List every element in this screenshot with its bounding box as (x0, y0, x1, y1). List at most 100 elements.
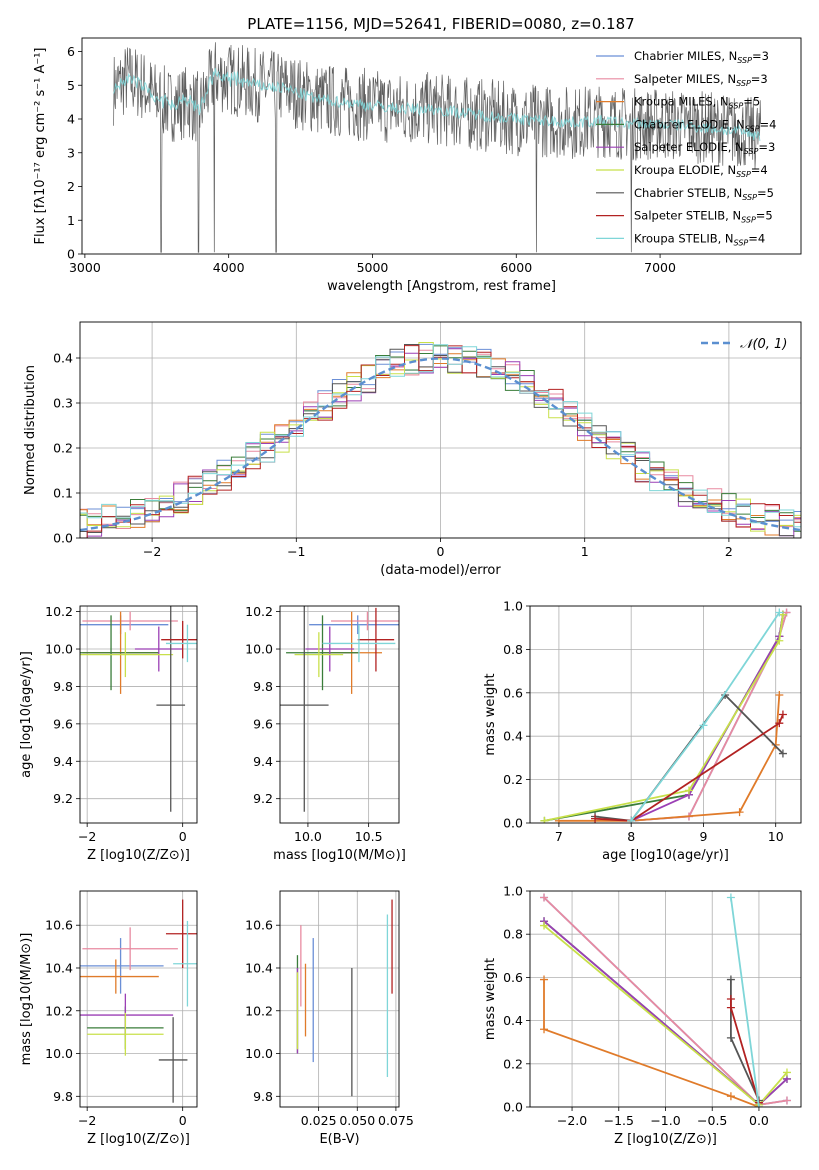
age-vs-z-ytick-label: 10.0 (45, 642, 73, 657)
spectrum-xtick-label: 5000 (357, 260, 389, 275)
weight-vs-z-series-8 (730, 897, 760, 1107)
spectrum-ytick-label: 6 (67, 44, 75, 59)
mass-vs-z-xtick-label: −2 (78, 1113, 96, 1128)
legend-nssp-sub: SSP (744, 147, 759, 156)
mass-vs-ebv-xtick-label: 0.025 (301, 1113, 337, 1128)
spectrum-xlabel: wavelength [Angstrom, rest frame] (327, 279, 556, 294)
mass-vs-ebv-ytick-label: 10.4 (245, 960, 273, 975)
weight-vs-age-marker-2-4 (775, 690, 784, 699)
weight-vs-age-marker-8-2 (775, 608, 784, 617)
spectrum-xtick-label: 7000 (644, 260, 676, 275)
weight-vs-z-series-7 (730, 999, 760, 1103)
spectrum-frame (81, 37, 802, 255)
legend-nssp-value: =4 (760, 117, 777, 131)
weight-vs-z-marker-8-1 (754, 1103, 763, 1107)
residuals-xtick-label: 0 (437, 544, 445, 559)
mass-vs-z-ytick-label: 9.8 (53, 1089, 73, 1104)
legend-entry-7: Salpeter STELIB, NSSP=5 (634, 209, 773, 225)
age-vs-z-ytick-label: 9.6 (53, 716, 73, 731)
weight-vs-age-marker-5-1 (684, 786, 693, 795)
legend-nssp-value: =4 (748, 231, 765, 245)
mass-vs-z-ylabel: mass [log10(M/M⊙)] (19, 933, 34, 1066)
weight-vs-z-marker-6-1 (726, 1033, 735, 1042)
weight-vs-z-series-2 (543, 979, 760, 1107)
age-vs-mass-ytick-label: 9.8 (253, 679, 273, 694)
residuals-frame (79, 321, 802, 539)
weight-vs-age-series-2 (558, 694, 781, 822)
mass-vs-z-xtick-label: 0 (179, 1113, 187, 1128)
weight-vs-z-marker-6-0 (726, 975, 735, 984)
residuals-ytick-label: 0.4 (53, 351, 73, 366)
weight-vs-age-xlabel: age [log10(age/yr)] (602, 848, 729, 863)
legend-nssp-sub: SSP (737, 56, 752, 65)
residuals-xtick-label: 2 (725, 544, 733, 559)
mass-vs-z-ytick-label: 10.2 (45, 1003, 73, 1018)
weight-vs-z-marker-2-2 (726, 1092, 735, 1101)
weight-vs-age-axes: 7 8 9 10 0.0 0.2 0.4 0.6 0.8 1.0 age [log10(age/yr… (483, 599, 802, 863)
residuals-gaussian-curve (80, 357, 801, 532)
weight-vs-age-series-5 (544, 614, 784, 822)
age-vs-z-frame (79, 605, 198, 824)
weight-vs-z-frame (529, 890, 802, 1108)
weight-vs-age-ytick-label: 0.8 (503, 642, 523, 657)
weight-vs-age-marker-7-2 (775, 719, 784, 728)
legend-model-name: Salpeter ELODIE, N (634, 140, 744, 154)
weight-vs-age-ytick-label: 1.0 (503, 599, 523, 614)
spectrum-ytick-label: 2 (67, 179, 75, 194)
weight-vs-age-marker-5-2 (775, 636, 784, 645)
weight-vs-z-ylabel: mass weight (483, 958, 498, 1040)
residuals-plot-area (80, 322, 801, 538)
age-vs-mass-xtick-label: 10.0 (294, 829, 322, 844)
age-vs-z-plot-area (80, 606, 197, 823)
mass-vs-ebv-xtick-label: 0.050 (339, 1113, 375, 1128)
weight-vs-age-marker-8-1 (699, 721, 708, 730)
age-vs-mass-xlabel: mass [log10(M/M⊙)] (273, 848, 406, 863)
legend-model-name: Salpeter STELIB, N (634, 209, 741, 223)
residuals-ytick-label: 0.0 (53, 531, 73, 546)
mass-vs-ebv-axes: 0.025 0.050 0.075 9.8 10.0 10.2 10.4 10.6 E(B-V) (245, 890, 414, 1147)
legend-entry-4: Salpeter ELODIE, NSSP=3 (634, 140, 775, 156)
legend-entry-8: Kroupa STELIB, NSSP=4 (634, 231, 765, 247)
age-vs-mass-ytick-label: 10.0 (245, 642, 273, 657)
legend-nssp-sub: SSP (736, 79, 751, 88)
legend-nssp-value: =5 (757, 186, 774, 200)
weight-vs-z-xtick-label: −1.5 (604, 1113, 634, 1128)
legend-model-name: Chabrier MILES, N (634, 49, 737, 63)
age-vs-z-ytick-label: 10.2 (45, 604, 73, 619)
age-vs-mass-plot-area (280, 606, 399, 823)
weight-vs-z-plot-area (530, 891, 801, 1107)
weight-vs-z-marker-2-1 (540, 1025, 549, 1034)
residuals-xtick-label: −2 (143, 544, 161, 559)
figure-title: PLATE=1156, MJD=52641, FIBERID=0080, z=0… (247, 15, 634, 33)
legend-entry-5: Kroupa ELODIE, NSSP=4 (634, 163, 768, 179)
weight-vs-z-xtick-label: −2.0 (557, 1113, 587, 1128)
age-vs-mass-frame (279, 605, 400, 824)
mass-vs-ebv-frame (279, 890, 400, 1108)
weight-vs-z-marker-8-0 (726, 893, 735, 902)
weight-vs-age-plot-area (530, 606, 801, 823)
spectrum-ytick-label: 1 (67, 213, 75, 228)
mass-vs-ebv-xlabel: E(B-V) (319, 1132, 359, 1147)
legend-model-name: Chabrier ELODIE, N (634, 117, 745, 131)
residuals-hist-3 (80, 345, 801, 532)
age-vs-z-ytick-label: 9.8 (53, 679, 73, 694)
age-vs-z-ytick-label: 9.2 (53, 791, 73, 806)
weight-vs-age-marker-6-3 (778, 749, 787, 758)
residuals-hist-5 (80, 342, 801, 532)
weight-vs-z-ytick-label: 1.0 (503, 884, 523, 899)
legend-nssp-sub: SSP (729, 102, 744, 111)
mass-vs-ebv-ytick-label: 10.2 (245, 1003, 273, 1018)
legend-nssp-value: =3 (758, 140, 775, 154)
age-vs-z-ylabel: age [log10(age/yr)] (19, 651, 34, 778)
weight-vs-z-xtick-label: −1.0 (650, 1113, 680, 1128)
weight-vs-z-xtick-label: −0.5 (697, 1113, 727, 1128)
weight-vs-age-marker-2-2 (735, 808, 744, 817)
mass-vs-ebv-plot-area (280, 891, 399, 1107)
spectrum-ytick-label: 0 (67, 247, 75, 262)
legend-entry-3: Chabrier ELODIE, NSSP=4 (634, 117, 776, 133)
mass-vs-ebv-ytick-label: 9.8 (253, 1089, 273, 1104)
legend-nssp-value: =5 (756, 209, 773, 223)
residuals-ylabel: Normed distribution (23, 365, 38, 495)
age-vs-mass-ytick-label: 9.2 (253, 791, 273, 806)
